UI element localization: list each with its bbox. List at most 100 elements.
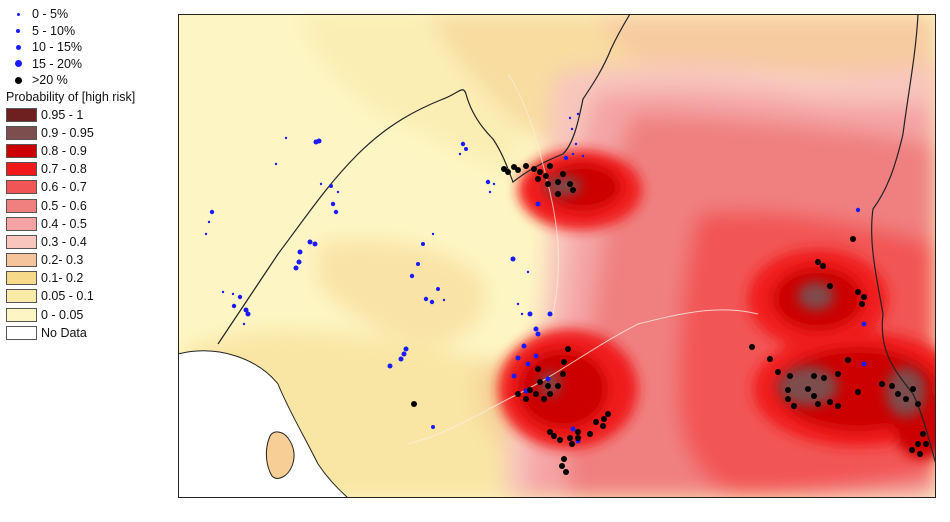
blue-survey-point [204, 232, 208, 236]
blue-survey-point [516, 302, 520, 306]
black-survey-point [537, 379, 543, 385]
black-survey-point [827, 283, 833, 289]
legend-color-swatch [6, 234, 37, 249]
black-survey-point [567, 181, 573, 187]
black-survey-point [575, 435, 581, 441]
legend-class-label: 0.1- 0.2 [41, 271, 84, 286]
black-survey-point [565, 346, 571, 352]
black-survey-point [551, 433, 557, 439]
legend-color-swatch [6, 162, 37, 177]
map-legend: 0 - 5% 5 - 10% 10 - 15% 15 - 20% >20 % P… [6, 6, 178, 342]
blue-survey-point [243, 307, 249, 313]
legend-point-label: 10 - 15% [32, 40, 83, 55]
blue-survey-point [510, 256, 516, 262]
black-survey-point [545, 181, 551, 187]
black-survey-point [531, 166, 537, 172]
black-survey-point [855, 289, 861, 295]
black-survey-point [895, 391, 901, 397]
black-survey-point [555, 179, 561, 185]
blue-survey-point [526, 270, 530, 274]
black-survey-point [567, 435, 573, 441]
legend-point-0-5: 0 - 5% [6, 6, 178, 23]
legend-point-label: 0 - 5% [32, 7, 69, 22]
legend-class-label: 0.3 - 0.4 [41, 234, 87, 249]
black-survey-point [889, 383, 895, 389]
blue-survey-point [231, 303, 237, 309]
legend-class-row: No Data [6, 324, 178, 342]
black-survey-point [605, 411, 611, 417]
legend-color-swatch [6, 216, 37, 231]
blue-survey-point [525, 361, 531, 367]
black-survey-point [523, 163, 529, 169]
black-survey-point [787, 373, 793, 379]
blue-survey-point [570, 426, 576, 432]
legend-class-row: 0 - 0.05 [6, 306, 178, 324]
blue-survey-point [293, 265, 299, 271]
black-survey-point [557, 437, 563, 443]
blue-survey-point [492, 182, 496, 186]
legend-class-row: 0.1- 0.2 [6, 269, 178, 287]
black-survey-point [820, 263, 826, 269]
blue-survey-point [242, 322, 246, 326]
legend-class-label: 0.05 - 0.1 [41, 289, 94, 304]
legend-class-row: 0.7 - 0.8 [6, 160, 178, 178]
black-survey-point [555, 383, 561, 389]
blue-survey-point [460, 141, 466, 147]
legend-class-label: 0.95 - 1 [41, 107, 84, 122]
black-survey-point [749, 344, 755, 350]
blue-survey-point [545, 376, 551, 382]
blue-survey-point [401, 351, 407, 357]
black-survey-point [533, 391, 539, 397]
probability-legend-classes: 0.95 - 1 0.9 - 0.95 0.8 - 0.9 0.7 - 0.8 0.6 … [6, 106, 178, 342]
legend-class-row: 0.6 - 0.7 [6, 178, 178, 196]
legend-color-swatch [6, 107, 37, 122]
black-survey-point [785, 396, 791, 402]
black-survey-point [785, 387, 791, 393]
blue-survey-point [861, 361, 867, 367]
black-survey-point [515, 167, 521, 173]
blue-survey-point [571, 152, 575, 156]
blue-survey-point [387, 363, 393, 369]
blue-survey-point [398, 356, 404, 362]
black-survey-point [527, 387, 533, 393]
blue-survey-point [429, 299, 435, 305]
black-survey-point [805, 386, 811, 392]
black-survey-point [845, 357, 851, 363]
map-frame [178, 14, 936, 498]
blue-survey-point [521, 343, 527, 349]
legend-color-swatch [6, 253, 37, 268]
legend-class-row: 0.8 - 0.9 [6, 142, 178, 160]
blue-survey-point [333, 209, 339, 215]
legend-point-5-10: 5 - 10% [6, 23, 178, 40]
black-survey-point [850, 236, 856, 242]
blue-survey-point [581, 154, 585, 158]
blue-survey-point [274, 162, 278, 166]
black-survey-point [575, 429, 581, 435]
risk-surface [178, 14, 936, 498]
black-survey-point [811, 373, 817, 379]
blue-survey-point [221, 290, 225, 294]
blue-survey-point [312, 241, 318, 247]
black-survey-point [767, 356, 773, 362]
black-survey-point [861, 294, 867, 300]
legend-point-10-15: 10 - 15% [6, 39, 178, 56]
point-prevalence-legend: 0 - 5% 5 - 10% 10 - 15% 15 - 20% >20 % [6, 6, 178, 89]
black-survey-point [835, 403, 841, 409]
black-survey-point [555, 191, 561, 197]
black-survey-point [559, 463, 565, 469]
legend-class-label: 0 - 0.05 [41, 307, 84, 322]
legend-color-swatch [6, 125, 37, 140]
survey-points [204, 112, 929, 475]
black-survey-point [855, 389, 861, 395]
blue-survey-point [535, 201, 541, 207]
legend-class-row: 0.05 - 0.1 [6, 287, 178, 305]
black-survey-point [515, 391, 521, 397]
black-survey-point [827, 399, 833, 405]
legend-class-label: 0.2- 0.3 [41, 253, 84, 268]
small-blue-dot-icon [16, 28, 20, 33]
probability-legend-title: Probability of [high risk] [6, 89, 136, 104]
legend-point-label: 15 - 20% [32, 56, 83, 71]
legend-color-swatch [6, 271, 37, 286]
black-survey-point [547, 391, 553, 397]
black-survey-point [859, 301, 865, 307]
